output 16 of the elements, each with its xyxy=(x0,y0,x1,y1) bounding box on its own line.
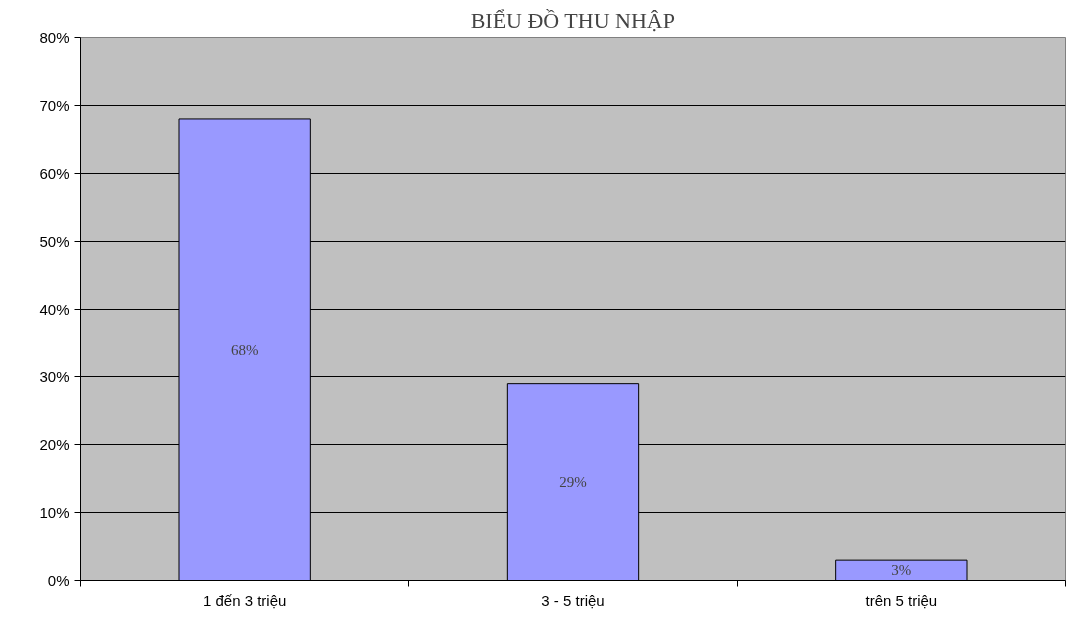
y-tick-label: 20% xyxy=(39,436,70,454)
y-tick-label: 40% xyxy=(39,300,70,318)
y-tick-label: 0% xyxy=(47,572,70,589)
y-tick-label: 60% xyxy=(39,164,70,182)
data-label: 3% xyxy=(891,562,912,579)
y-tick-label: 50% xyxy=(39,232,70,250)
y-tick-label: 10% xyxy=(39,504,70,522)
y-tick-label: 30% xyxy=(39,368,70,386)
y-tick-label: 70% xyxy=(39,96,70,114)
y-tick-label: 80% xyxy=(39,29,70,46)
data-label: 29% xyxy=(559,474,587,491)
data-label: 68% xyxy=(230,341,259,358)
x-tick-label: 3 - 5 triệu xyxy=(541,591,605,609)
x-tick-label: 1 đến 3 triệu xyxy=(202,591,287,609)
chart-title: BIỂU ĐỒ THU NHẬP xyxy=(470,7,675,33)
x-tick-label: trên 5 triệu xyxy=(865,591,938,609)
